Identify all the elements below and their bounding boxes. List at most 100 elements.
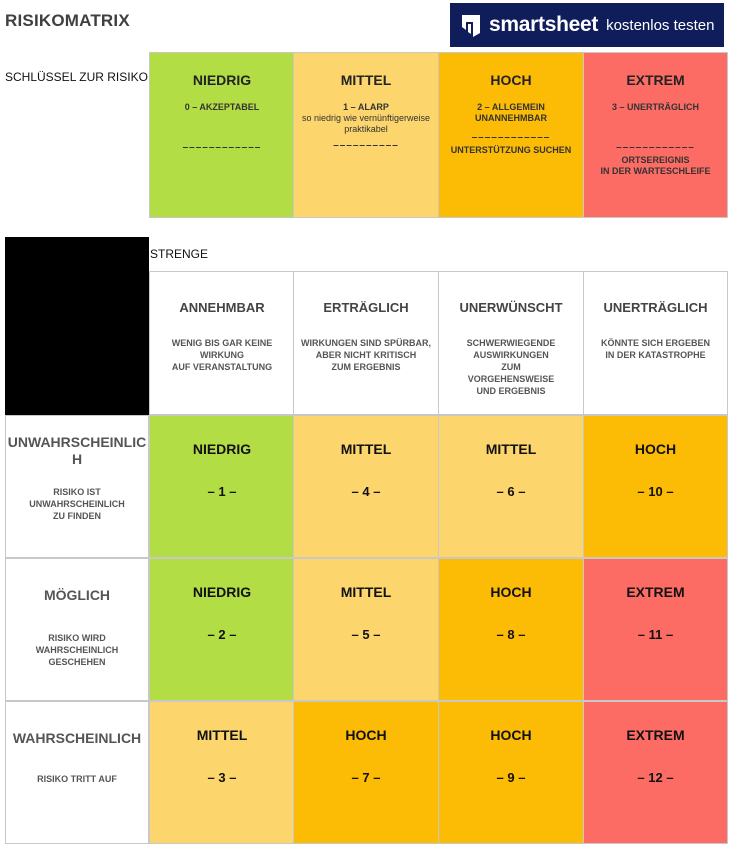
likelihood-row-wahrscheinlich: WAHRSCHEINLICH RISIKO TRITT AUF	[5, 701, 149, 844]
severity-description: WIRKUNGEN SIND SPÜRBAR, ABER NICHT KRITIS…	[301, 337, 431, 373]
brand-name: smartsheet	[489, 13, 599, 36]
risk-number: – 3 –	[207, 770, 237, 785]
severity-label: STRENGE	[150, 247, 209, 261]
matrix-cell-1: NIEDRIG – 1 –	[149, 415, 295, 558]
risk-number: – 4 –	[351, 484, 381, 499]
matrix-cell-4: MITTEL – 4 –	[293, 415, 439, 558]
key-footnote: UNTERSTÜTZUNG SUCHEN	[450, 145, 572, 155]
key-separator: ––––––––––––	[616, 142, 695, 153]
likelihood-desc-line: WAHRSCHEINLICH	[35, 645, 119, 655]
severity-desc-line: ZUM	[501, 362, 521, 372]
key-separator: ––––––––––––	[471, 132, 551, 143]
severity-col-unertraeglich: UNERTRÄGLICH KÖNNTE SICH ERGEBEN IN DER K…	[583, 271, 728, 415]
severity-desc-line: SCHWERWIEGENDE	[466, 338, 556, 348]
key-cell-mittel: MITTEL 1 – ALARP so niedrig wie vernünfti…	[293, 52, 439, 218]
severity-description: SCHWERWIEGENDE AUSWIRKUNGEN ZUM VORGEHENSWE…	[467, 337, 556, 397]
severity-desc-line: KÖNNTE SICH ERGEBEN	[600, 338, 710, 348]
key-foot-line: ORTSEREIGNIS	[621, 155, 690, 165]
matrix-cell-3: MITTEL – 3 –	[149, 701, 295, 844]
severity-desc-line: WIRKUNGEN SIND SPÜRBAR,	[300, 338, 431, 348]
matrix-cell-5: MITTEL – 5 –	[293, 558, 439, 701]
key-desc-line: 2 – ALLGEMEIN	[477, 102, 545, 112]
matrix-cell-10: HOCH – 10 –	[583, 415, 728, 558]
matrix-cell-9: HOCH – 9 –	[438, 701, 584, 844]
likelihood-row-moeglich: MÖGLICH RISIKO WIRD WAHRSCHEINLICH GESCHEH…	[5, 558, 149, 701]
severity-col-annehmbar: ANNEHMBAR WENIG BIS GAR KEINE WIRKUNG AUF …	[149, 271, 295, 415]
severity-desc-line: AUF VERANSTALTUNG	[171, 362, 273, 372]
severity-col-unerwuenscht: UNERWÜNSCHT SCHWERWIEGENDE AUSWIRKUNGEN ZU…	[438, 271, 584, 415]
key-cell-hoch: HOCH 2 – ALLGEMEIN UNANNEHMBAR ––––––––––…	[438, 52, 584, 218]
risk-level: HOCH	[345, 727, 387, 743]
risk-level: MITTEL	[340, 584, 392, 600]
severity-desc-line: ZUM ERGEBNIS	[331, 362, 401, 372]
risk-number: – 10 –	[637, 484, 674, 499]
matrix-cell-11: EXTREM – 11 –	[583, 558, 728, 701]
key-description: 3 – UNERTRÄGLICH	[612, 102, 699, 126]
key-desc-line: 3 – UNERTRÄGLICH	[611, 102, 699, 112]
risk-level: HOCH	[490, 727, 532, 743]
risk-level: MITTEL	[196, 727, 248, 743]
key-desc-line: 1 – ALARP	[343, 102, 389, 112]
key-label: SCHLÜSSEL ZUR RISIKO	[5, 70, 148, 84]
severity-heading: UNERTRÄGLICH	[603, 300, 708, 315]
key-cell-niedrig: NIEDRIG 0 – AKZEPTABEL ––––––––––––	[149, 52, 295, 218]
severity-heading: ANNEHMBAR	[179, 300, 265, 315]
risk-level: MITTEL	[340, 441, 392, 457]
key-heading: HOCH	[490, 72, 532, 88]
matrix-cell-2: NIEDRIG – 2 –	[149, 558, 295, 701]
likelihood-heading-line: UNWAHRSCHEINLIC	[7, 434, 147, 450]
risk-level: EXTREM	[626, 727, 685, 743]
likelihood-desc-line: ZU FINDEN	[53, 511, 101, 521]
likelihood-heading: UNWAHRSCHEINLIC H	[8, 434, 146, 468]
severity-desc-line: WENIG BIS GAR KEINE	[171, 338, 273, 348]
key-heading: EXTREM	[626, 72, 685, 88]
risk-number: – 6 –	[496, 484, 526, 499]
free-trial-link[interactable]: kostenlos testen	[606, 16, 715, 34]
smartsheet-logo-icon	[462, 15, 480, 37]
likelihood-desc-line: RISIKO IST	[53, 487, 101, 497]
key-desc-line: so niedrig wie vernünftigerweise praktik…	[301, 113, 431, 134]
severity-desc-line: IN DER KATASTROPHE	[605, 350, 706, 360]
risk-number: – 7 –	[351, 770, 381, 785]
likelihood-description: RISIKO TRITT AUF	[37, 774, 117, 784]
severity-desc-line: WIRKUNG	[199, 350, 244, 360]
corner-block	[5, 237, 149, 415]
risk-level: HOCH	[634, 441, 677, 457]
key-footnote: ORTSEREIGNIS IN DER WARTESCHLEIFE	[600, 155, 710, 177]
likelihood-desc-line: GESCHEHEN	[48, 657, 106, 667]
risk-number: – 2 –	[207, 627, 237, 642]
key-description: 2 – ALLGEMEIN UNANNEHMBAR	[475, 102, 547, 126]
likelihood-description: RISIKO IST UNWAHRSCHEINLICH ZU FINDEN	[29, 486, 125, 522]
smartsheet-banner[interactable]: smartsheet kostenlos testen	[450, 3, 724, 47]
key-separator: ––––––––––	[333, 140, 399, 151]
key-foot-line: IN DER WARTESCHLEIFE	[600, 166, 711, 176]
likelihood-description: RISIKO WIRD WAHRSCHEINLICH GESCHEHEN	[36, 632, 119, 668]
severity-heading: UNERWÜNSCHT	[459, 300, 563, 315]
likelihood-desc-line: UNWAHRSCHEINLICH	[29, 499, 125, 509]
likelihood-heading: MÖGLICH	[43, 587, 111, 603]
matrix-cell-7: HOCH – 7 –	[293, 701, 439, 844]
severity-desc-line: ABER NICHT KRITISCH	[315, 350, 417, 360]
severity-desc-line: UND ERGEBNIS	[476, 386, 546, 396]
risk-level: NIEDRIG	[192, 584, 252, 600]
risk-level: EXTREM	[626, 584, 685, 600]
severity-desc-line: AUSWIRKUNGEN	[473, 350, 549, 360]
key-heading: MITTEL	[340, 72, 392, 88]
risk-number: – 11 –	[637, 627, 674, 642]
risk-number: – 12 –	[637, 770, 674, 785]
risk-number: – 1 –	[207, 484, 237, 499]
severity-heading: ERTRÄGLICH	[323, 300, 409, 315]
likelihood-heading-line: H	[71, 451, 83, 467]
risk-level: HOCH	[490, 584, 532, 600]
likelihood-row-unwahrscheinlich: UNWAHRSCHEINLIC H RISIKO IST UNWAHRSCHEINL…	[5, 415, 149, 558]
matrix-cell-6: MITTEL – 6 –	[438, 415, 584, 558]
key-cell-extrem: EXTREM 3 – UNERTRÄGLICH –––––––––––– ORT…	[583, 52, 728, 218]
key-desc-line: UNANNEHMBAR	[475, 113, 547, 123]
key-description: 1 – ALARP so niedrig wie vernünftigerweis…	[294, 102, 438, 135]
severity-description: KÖNNTE SICH ERGEBEN IN DER KATASTROPHE	[601, 337, 710, 361]
matrix-cell-12: EXTREM – 12 –	[583, 701, 728, 844]
likelihood-desc-line: RISIKO WIRD	[48, 633, 106, 643]
key-description: 0 – AKZEPTABEL	[185, 102, 260, 126]
risk-number: – 9 –	[496, 770, 526, 785]
severity-col-ertraeglich: ERTRÄGLICH WIRKUNGEN SIND SPÜRBAR, ABER N…	[293, 271, 439, 415]
